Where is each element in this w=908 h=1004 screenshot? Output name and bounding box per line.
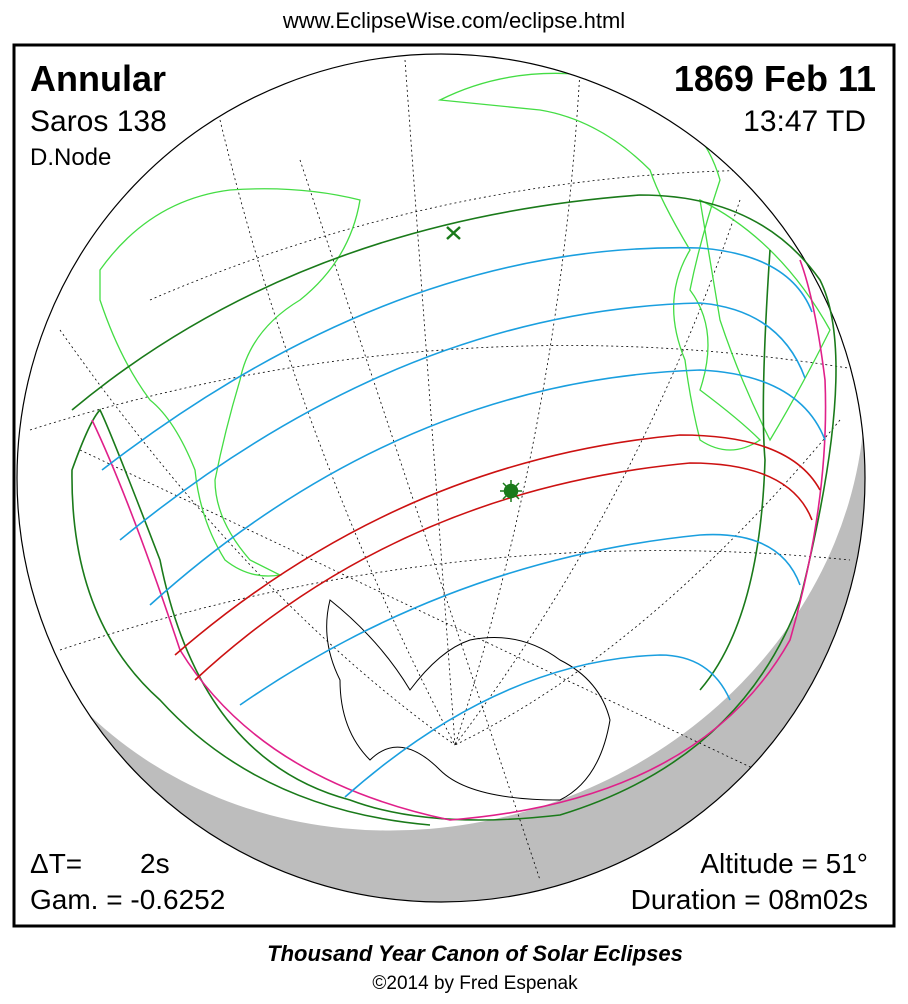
eclipse-paths xyxy=(71,194,837,826)
altitude: Altitude = 51° xyxy=(700,848,868,879)
eclipse-date: 1869 Feb 11 xyxy=(674,58,876,99)
delta-t-value: 2s xyxy=(140,848,170,879)
time: 13:47 TD xyxy=(743,105,866,138)
copyright: ©2014 by Fred Espenak xyxy=(372,973,578,994)
footer-title: Thousand Year Canon of Solar Eclipses xyxy=(267,941,683,966)
duration: Duration = 08m02s xyxy=(631,884,868,915)
markers xyxy=(446,226,522,502)
globe xyxy=(29,59,861,881)
antarctica xyxy=(326,599,611,801)
saros: Saros 138 xyxy=(30,105,167,138)
graticule xyxy=(29,59,861,881)
node: D.Node xyxy=(30,144,111,171)
url: www.EclipseWise.com/eclipse.html xyxy=(282,8,625,33)
delta-t-label: ΔT= xyxy=(30,848,82,879)
globe-outline xyxy=(16,53,866,903)
gamma: Gam. = -0.6252 xyxy=(30,884,225,915)
eclipse-type: Annular xyxy=(30,58,166,99)
